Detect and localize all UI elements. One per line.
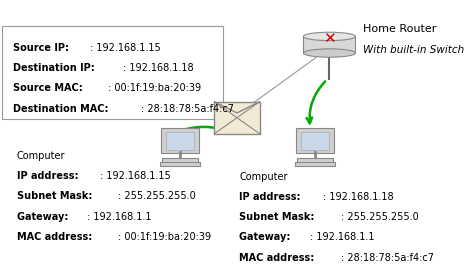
- Text: MAC address:: MAC address:: [239, 253, 318, 263]
- FancyBboxPatch shape: [301, 132, 329, 150]
- Text: Home Router: Home Router: [363, 24, 436, 34]
- Text: : 192.168.1.15: : 192.168.1.15: [100, 171, 171, 181]
- Text: : 00:1f:19:ba:20:39: : 00:1f:19:ba:20:39: [118, 232, 211, 242]
- FancyBboxPatch shape: [297, 158, 333, 163]
- Text: Gateway:: Gateway:: [17, 212, 72, 222]
- Text: IP address:: IP address:: [239, 192, 304, 202]
- Text: : 255.255.255.0: : 255.255.255.0: [118, 191, 196, 201]
- FancyBboxPatch shape: [162, 158, 198, 163]
- Text: : 192.168.1.1: : 192.168.1.1: [87, 212, 152, 222]
- FancyBboxPatch shape: [166, 132, 194, 150]
- FancyBboxPatch shape: [2, 26, 223, 119]
- Text: Computer: Computer: [239, 172, 288, 182]
- Ellipse shape: [303, 32, 356, 41]
- Text: : 28:18:78:5a:f4:c7: : 28:18:78:5a:f4:c7: [141, 104, 234, 114]
- Text: : 192.168.1.15: : 192.168.1.15: [90, 43, 161, 53]
- Text: IP address:: IP address:: [17, 171, 82, 181]
- FancyBboxPatch shape: [295, 162, 335, 166]
- FancyBboxPatch shape: [303, 36, 356, 53]
- FancyBboxPatch shape: [160, 162, 200, 166]
- Text: Subnet Mask:: Subnet Mask:: [239, 212, 318, 222]
- Text: : 00:1f:19:ba:20:39: : 00:1f:19:ba:20:39: [108, 83, 201, 93]
- FancyBboxPatch shape: [161, 128, 199, 153]
- Ellipse shape: [303, 49, 356, 57]
- Text: Computer: Computer: [17, 151, 65, 161]
- Text: : 28:18:78:5a:f4:c7: : 28:18:78:5a:f4:c7: [341, 253, 434, 263]
- Text: Destination MAC:: Destination MAC:: [13, 104, 112, 114]
- Text: Subnet Mask:: Subnet Mask:: [17, 191, 95, 201]
- FancyBboxPatch shape: [214, 102, 259, 134]
- Text: : 192.168.1.18: : 192.168.1.18: [323, 192, 394, 202]
- Text: Gateway:: Gateway:: [239, 232, 294, 242]
- Text: ✕: ✕: [323, 31, 336, 46]
- Text: : 192.168.1.18: : 192.168.1.18: [123, 63, 194, 73]
- Text: Source MAC:: Source MAC:: [13, 83, 86, 93]
- Text: With built-in Switch: With built-in Switch: [363, 45, 464, 55]
- FancyBboxPatch shape: [296, 128, 334, 153]
- Text: MAC address:: MAC address:: [17, 232, 95, 242]
- Text: Destination IP:: Destination IP:: [13, 63, 99, 73]
- Text: : 255.255.255.0: : 255.255.255.0: [341, 212, 419, 222]
- Text: : 192.168.1.1: : 192.168.1.1: [310, 232, 374, 242]
- Text: Source IP:: Source IP:: [13, 43, 73, 53]
